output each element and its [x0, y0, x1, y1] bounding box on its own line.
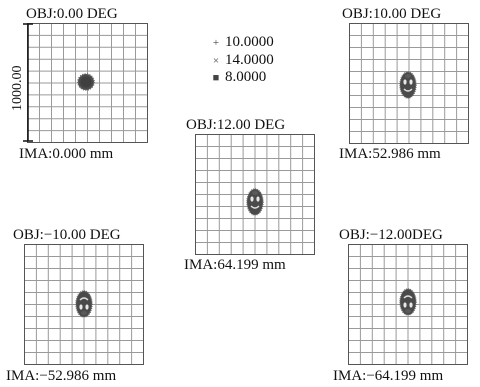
legend-item-1: +10.0000: [211, 35, 274, 51]
scale-bar: [22, 23, 34, 143]
legend-item-2: × 14.0000: [211, 53, 274, 69]
field-2-ima-label: IMA:52.986 mm: [339, 146, 441, 162]
grid-frame: [195, 134, 315, 255]
spot-grid-5: [348, 244, 468, 365]
spot-panel-1: [27, 23, 148, 143]
field-1-obj-label: OBJ:0.00 DEG: [26, 6, 118, 22]
legend-item-3: ■ 8.0000: [211, 69, 267, 86]
field-3-ima-label: IMA:64.199 mm: [184, 257, 286, 273]
spot-cluster: [399, 71, 417, 99]
field-1-ima-label: IMA:0.000 mm: [19, 146, 114, 162]
spot-grid-2: [349, 23, 469, 144]
plus-marker-icon: +: [212, 37, 220, 49]
field-5-ima-label: IMA:−64.199 mm: [333, 368, 444, 384]
spot-cluster: [77, 73, 95, 91]
grid-frame: [348, 244, 468, 365]
spot-grid-3: [195, 134, 315, 255]
spot-panel-2: [349, 23, 469, 144]
field-3-obj-label: OBJ:12.00 DEG: [186, 117, 286, 133]
spot-grid-1: [27, 23, 148, 143]
field-4-ima-label: IMA:−52.986 mm: [6, 368, 117, 384]
spot-cluster: [75, 290, 93, 318]
legend-label-1: 10.0000: [225, 34, 274, 50]
scale-bar-label: 1000.00: [10, 65, 25, 112]
legend-label-2: 14.0000: [225, 52, 274, 68]
spot-panel-5: [348, 244, 468, 365]
grid-frame: [349, 23, 469, 144]
legend-label-3: 8.0000: [225, 69, 267, 85]
cross-marker-icon: ×: [212, 55, 220, 67]
field-5-obj-label: OBJ:−12.00DEG: [339, 227, 443, 243]
spot-cluster: [246, 188, 264, 216]
square-marker-icon: ■: [212, 72, 220, 84]
spot-panel-4: [24, 244, 144, 365]
grid-frame: [24, 244, 144, 365]
field-2-obj-label: OBJ:10.00 DEG: [342, 6, 442, 22]
scale-bar-line: [23, 23, 33, 142]
spot-cluster: [399, 288, 417, 316]
spot-panel-3: [195, 134, 315, 255]
spot-grid-4: [24, 244, 144, 365]
field-4-obj-label: OBJ:−10.00 DEG: [13, 227, 121, 243]
